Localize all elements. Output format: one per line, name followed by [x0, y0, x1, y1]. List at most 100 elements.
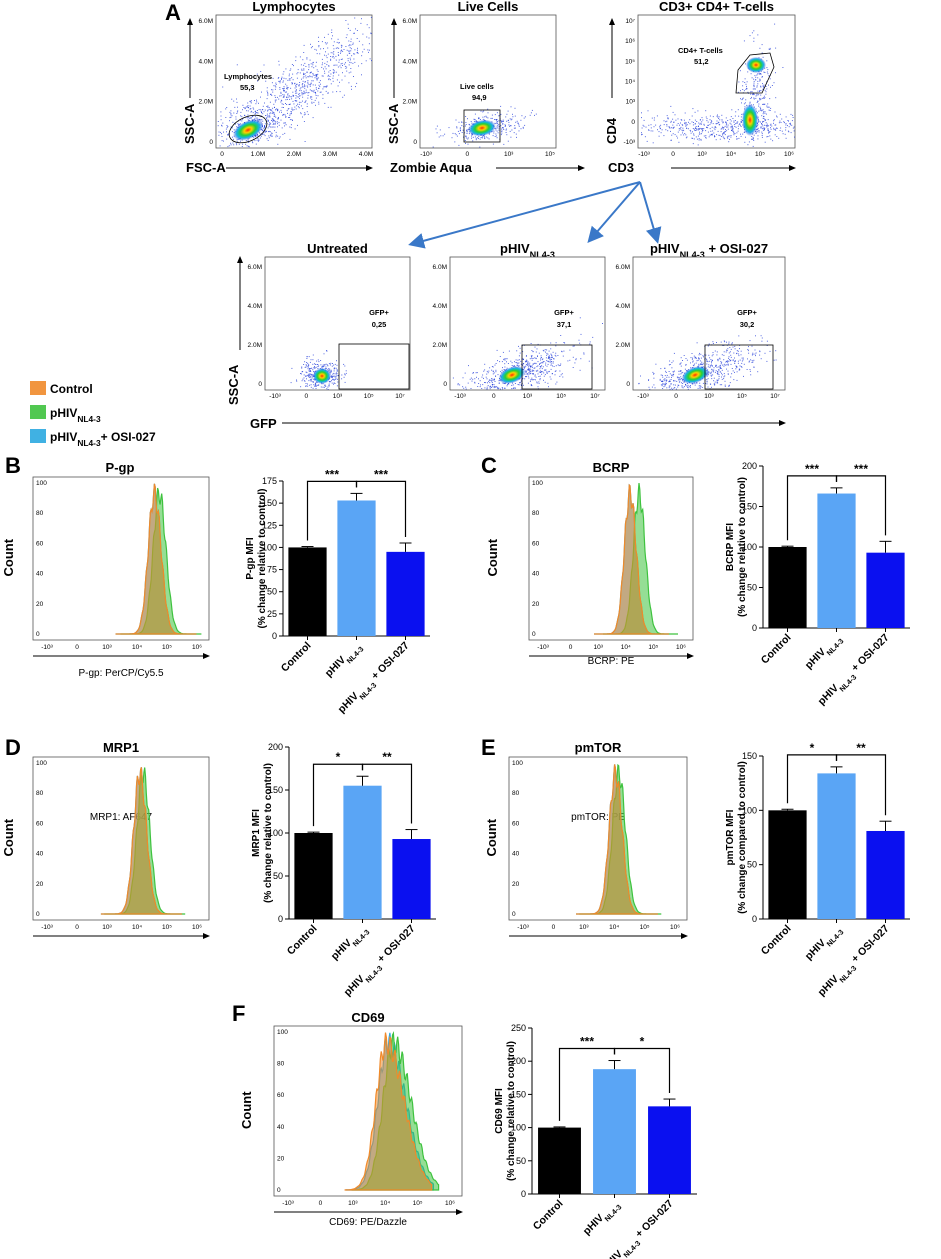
event-dot — [725, 361, 727, 363]
event-dot — [272, 121, 274, 123]
event-dot — [699, 131, 700, 133]
event-dot — [698, 357, 700, 359]
event-dot — [668, 126, 670, 128]
event-dot — [725, 121, 727, 123]
event-dot — [225, 128, 227, 130]
event-dot — [252, 112, 254, 114]
event-dot — [348, 72, 350, 74]
event-dot — [292, 91, 294, 93]
event-dot — [542, 366, 544, 368]
event-dot — [303, 114, 305, 116]
event-dot — [478, 378, 479, 380]
event-dot — [368, 27, 370, 29]
event-dot — [516, 120, 518, 122]
event-dot — [461, 132, 463, 133]
event-dot — [332, 91, 334, 93]
event-dot — [703, 135, 705, 137]
event-dot — [342, 96, 344, 98]
event-dot — [567, 360, 569, 362]
event-dot — [317, 384, 319, 386]
bar-y-subtitle: (% change relative to control) — [257, 488, 268, 628]
event-dot — [713, 383, 715, 385]
event-dot — [219, 131, 221, 133]
event-dot — [335, 378, 337, 380]
event-dot — [264, 130, 266, 132]
event-dot — [500, 105, 502, 107]
event-dot — [760, 90, 762, 92]
event-dot — [650, 127, 652, 129]
event-dot — [723, 351, 725, 353]
event-dot — [709, 119, 711, 121]
event-dot — [248, 117, 250, 119]
event-dot — [682, 371, 684, 373]
event-dot — [693, 122, 694, 123]
event-dot — [281, 78, 282, 80]
event-dot — [274, 115, 276, 117]
y-tick-label: 4.0M — [403, 58, 417, 65]
event-dot — [327, 33, 329, 35]
gfp-plot-frame — [264, 256, 411, 391]
event-dot — [775, 124, 777, 126]
event-dot — [721, 384, 723, 386]
event-dot — [272, 91, 274, 93]
event-dot — [730, 363, 732, 365]
event-dot — [758, 105, 760, 107]
event-dot — [691, 121, 693, 123]
event-dot — [479, 138, 481, 140]
event-dot — [276, 109, 278, 111]
event-dot — [274, 122, 276, 124]
event-dot — [475, 372, 477, 374]
event-dot — [253, 108, 255, 110]
event-dot — [273, 112, 275, 114]
event-dot — [785, 116, 787, 118]
event-dot — [536, 366, 538, 368]
event-dot — [315, 74, 317, 76]
event-dot — [327, 368, 329, 370]
event-dot — [760, 126, 762, 128]
event-dot — [522, 364, 524, 366]
event-dot — [368, 37, 370, 39]
event-dot — [350, 50, 352, 52]
event-dot — [502, 123, 504, 125]
event-dot — [699, 360, 701, 362]
event-dot — [787, 130, 789, 132]
event-dot — [350, 85, 352, 87]
event-dot — [274, 130, 275, 132]
event-dot — [512, 113, 513, 115]
event-dot — [526, 364, 528, 366]
event-dot — [678, 381, 680, 383]
event-dot — [467, 118, 468, 120]
event-dot — [536, 370, 538, 372]
event-dot — [712, 343, 714, 344]
event-dot — [311, 90, 313, 92]
event-dot — [482, 384, 484, 386]
event-dot — [705, 136, 707, 138]
event-dot — [552, 365, 553, 367]
event-dot — [730, 126, 732, 128]
event-dot — [285, 124, 287, 126]
event-dot — [520, 363, 522, 365]
event-dot — [370, 16, 372, 18]
event-dot — [672, 360, 674, 362]
event-dot — [498, 126, 500, 127]
event-dot — [700, 139, 702, 141]
event-dot — [785, 137, 787, 139]
event-dot — [335, 47, 337, 49]
event-dot — [269, 116, 271, 118]
event-dot — [731, 125, 733, 127]
event-dot — [302, 77, 304, 79]
event-dot — [496, 119, 498, 121]
event-dot — [679, 124, 680, 126]
event-dot — [737, 121, 739, 123]
event-dot — [514, 387, 516, 389]
event-dot — [667, 130, 669, 132]
x-tick-label: 10³ — [579, 924, 589, 931]
event-dot — [289, 98, 291, 100]
event-dot — [698, 363, 700, 365]
event-dot — [514, 115, 516, 117]
event-dot — [529, 373, 531, 375]
event-dot — [764, 72, 766, 73]
event-dot — [530, 365, 532, 367]
event-dot — [239, 123, 241, 125]
event-dot — [312, 73, 314, 74]
